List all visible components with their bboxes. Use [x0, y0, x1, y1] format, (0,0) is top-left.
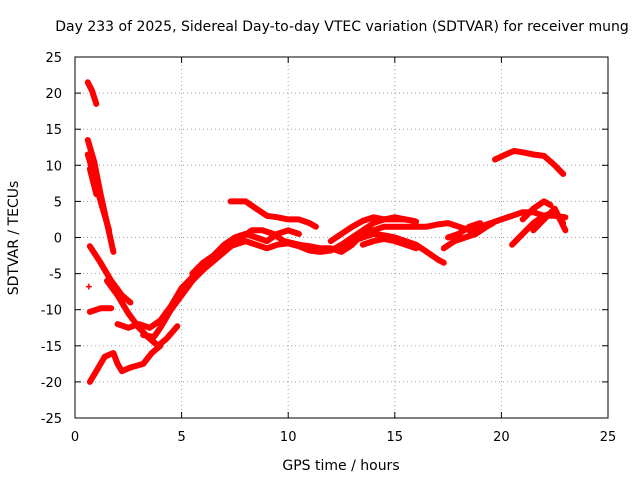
x-tick-label-25: 25: [600, 430, 617, 445]
axis-ticks: 0 5 10 15 20 25 -25 -20 -15 -10 -5 0 5 10 15 20 25: [41, 51, 617, 445]
x-tick-label-10: 10: [280, 430, 297, 445]
x-tick-label-0: 0: [71, 430, 79, 445]
grid: [75, 57, 608, 418]
y-tick-label--20: -20: [41, 376, 62, 391]
x-axis-label: GPS time / hours: [282, 458, 399, 474]
series-s18: [440, 220, 496, 252]
x-tick-label-20: 20: [493, 430, 510, 445]
y-tick-label-20: 20: [45, 87, 62, 102]
y-tick-label-0: 0: [54, 232, 62, 247]
series-s14: [327, 214, 417, 245]
y-axis-label: SDTVAR / TECUs: [6, 181, 22, 296]
series-s13: [227, 198, 319, 230]
y-tick-label-15: 15: [45, 123, 62, 138]
series-s4: [86, 165, 100, 198]
y-tick-label-10: 10: [45, 159, 62, 174]
series-s15: [338, 230, 447, 266]
y-tick-label--25: -25: [41, 412, 62, 427]
series-s21: [519, 198, 554, 223]
series-s22: [530, 205, 569, 234]
x-tick-label-15: 15: [387, 430, 404, 445]
series-s19: [492, 147, 567, 177]
series-s16: [359, 235, 420, 252]
chart-title: Day 233 of 2025, Sidereal Day-to-day VTE…: [55, 19, 629, 35]
series-s1: [84, 79, 100, 107]
y-tick-label--10: -10: [41, 304, 62, 319]
y-tick-label-5: 5: [54, 195, 62, 210]
series-s11: [167, 234, 238, 313]
series-s9: [114, 209, 569, 331]
y-tick-label--5: -5: [49, 268, 62, 283]
series-s8: [86, 342, 164, 385]
x-tick-label-5: 5: [177, 430, 185, 445]
y-tick-label-25: 25: [45, 51, 62, 66]
series-s12: [189, 227, 302, 277]
series-s17: [445, 220, 484, 241]
isolated-point-0: [85, 283, 92, 290]
data-series: [84, 79, 569, 385]
series-s7: [86, 305, 115, 315]
y-tick-label--15: -15: [41, 340, 62, 355]
series-s5: [86, 243, 134, 306]
